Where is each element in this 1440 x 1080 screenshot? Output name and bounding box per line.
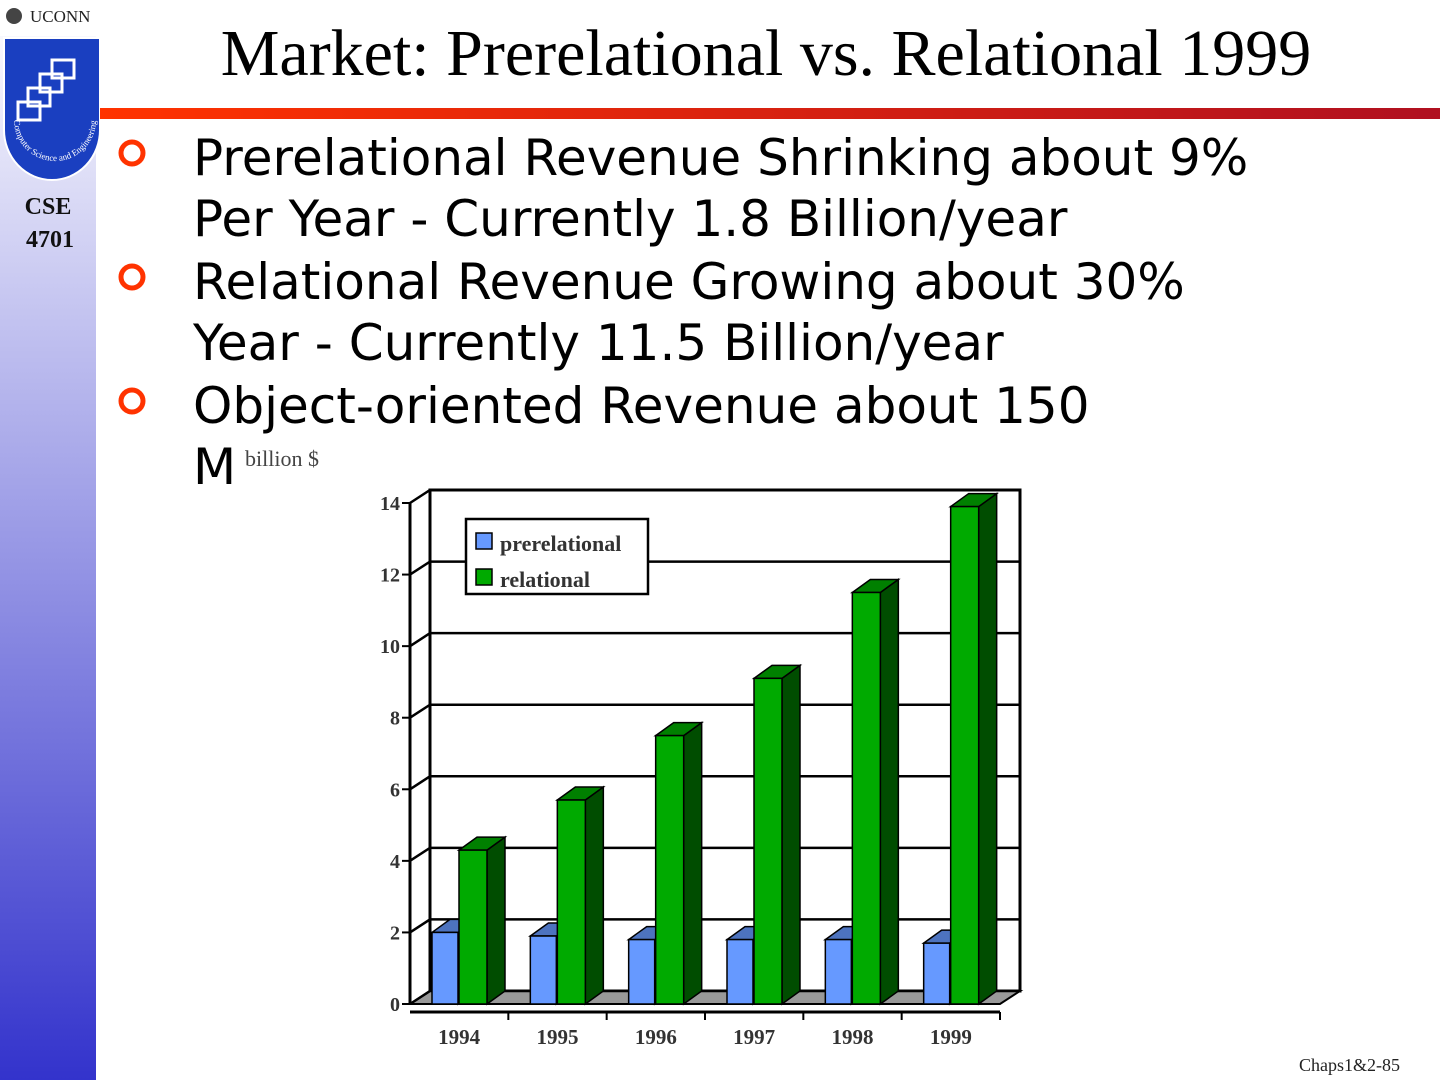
- bullet-marker: [118, 139, 146, 167]
- y-tick-label: 2: [390, 922, 400, 944]
- footer: Chaps1&2-85: [1299, 1055, 1400, 1075]
- y-tick-label: 14: [380, 493, 400, 515]
- grid-line: [409, 703, 1020, 719]
- bullet-marker: [118, 387, 146, 415]
- bar: [851, 591, 882, 1005]
- bar: [556, 799, 587, 1005]
- bar: [753, 677, 783, 1005]
- y-tick-label: 8: [390, 708, 400, 730]
- bar: [726, 938, 754, 1005]
- legend-label: prerelational: [500, 531, 621, 556]
- bar: [431, 931, 459, 1005]
- y-tick-label: 4: [390, 851, 400, 873]
- bullet-text: Year - Currently 11.5 Billion/year: [192, 314, 1004, 372]
- bar: [824, 938, 853, 1005]
- bar-side: [486, 835, 506, 1006]
- y-tick-label: 10: [380, 636, 400, 658]
- bar: [627, 938, 656, 1005]
- y-tick-label: 12: [380, 565, 400, 587]
- bar: [529, 935, 558, 1005]
- bar: [949, 505, 980, 1005]
- bullet-marker: [118, 263, 146, 291]
- chart: billion $ 0 2 4 6 8 10 12 14 1994 1995 1996 1997 1998…: [236, 440, 1036, 1060]
- bullet-text: Per Year - Currently 1.8 Billion/year: [193, 190, 1068, 248]
- bar-side: [781, 663, 801, 1006]
- bullet-list: Prerelational Revenue Shrinking about 9%…: [118, 129, 1248, 496]
- x-tick-label: 1994: [438, 1025, 481, 1049]
- x-tick-label: 1999: [930, 1025, 972, 1049]
- legend-swatch: [475, 532, 493, 550]
- logo-seal: [6, 8, 22, 24]
- grid-line: [409, 846, 1020, 862]
- legend-label: relational: [500, 567, 590, 592]
- bullet-text: Prerelational Revenue Shrinking about 9%: [193, 129, 1248, 187]
- bar-side: [682, 721, 703, 1006]
- bar: [654, 734, 685, 1005]
- bar: [922, 942, 951, 1005]
- logo-icon: [16, 58, 76, 122]
- logo-text: UCONN: [30, 7, 90, 26]
- grid-line: [409, 918, 1020, 934]
- x-tick-label: 1997: [733, 1025, 775, 1049]
- bar-side: [584, 785, 605, 1006]
- title-rule: [100, 108, 1440, 119]
- course-number: 4701: [26, 227, 74, 253]
- bullet-text: Object-oriented Revenue about 150: [193, 377, 1090, 435]
- logo-shield: [3, 37, 101, 181]
- bullet-text: M: [193, 438, 236, 496]
- x-tick-label: 1995: [537, 1025, 579, 1049]
- y-tick-label: 6: [390, 779, 400, 801]
- bullet-text: Relational Revenue Growing about 30%: [193, 253, 1185, 311]
- x-tick-label: 1996: [635, 1025, 677, 1049]
- bar: [458, 849, 488, 1005]
- grid-line: [409, 631, 1020, 648]
- bar-side: [977, 492, 998, 1006]
- slide-title: Market: Prerelational vs. Relational 199…: [221, 17, 1312, 90]
- y-axis-label: billion $: [245, 446, 319, 471]
- legend-box: [464, 517, 650, 596]
- grid-line: [409, 775, 1020, 791]
- grid-line: [409, 989, 1020, 1006]
- y-tick-label: 0: [390, 994, 400, 1016]
- grid-line: [409, 488, 1020, 505]
- x-tick-label: 1998: [832, 1025, 874, 1049]
- bar-side: [879, 577, 900, 1006]
- course-code: CSE: [25, 194, 72, 220]
- grid-line: [409, 560, 1020, 576]
- legend-swatch: [475, 568, 493, 586]
